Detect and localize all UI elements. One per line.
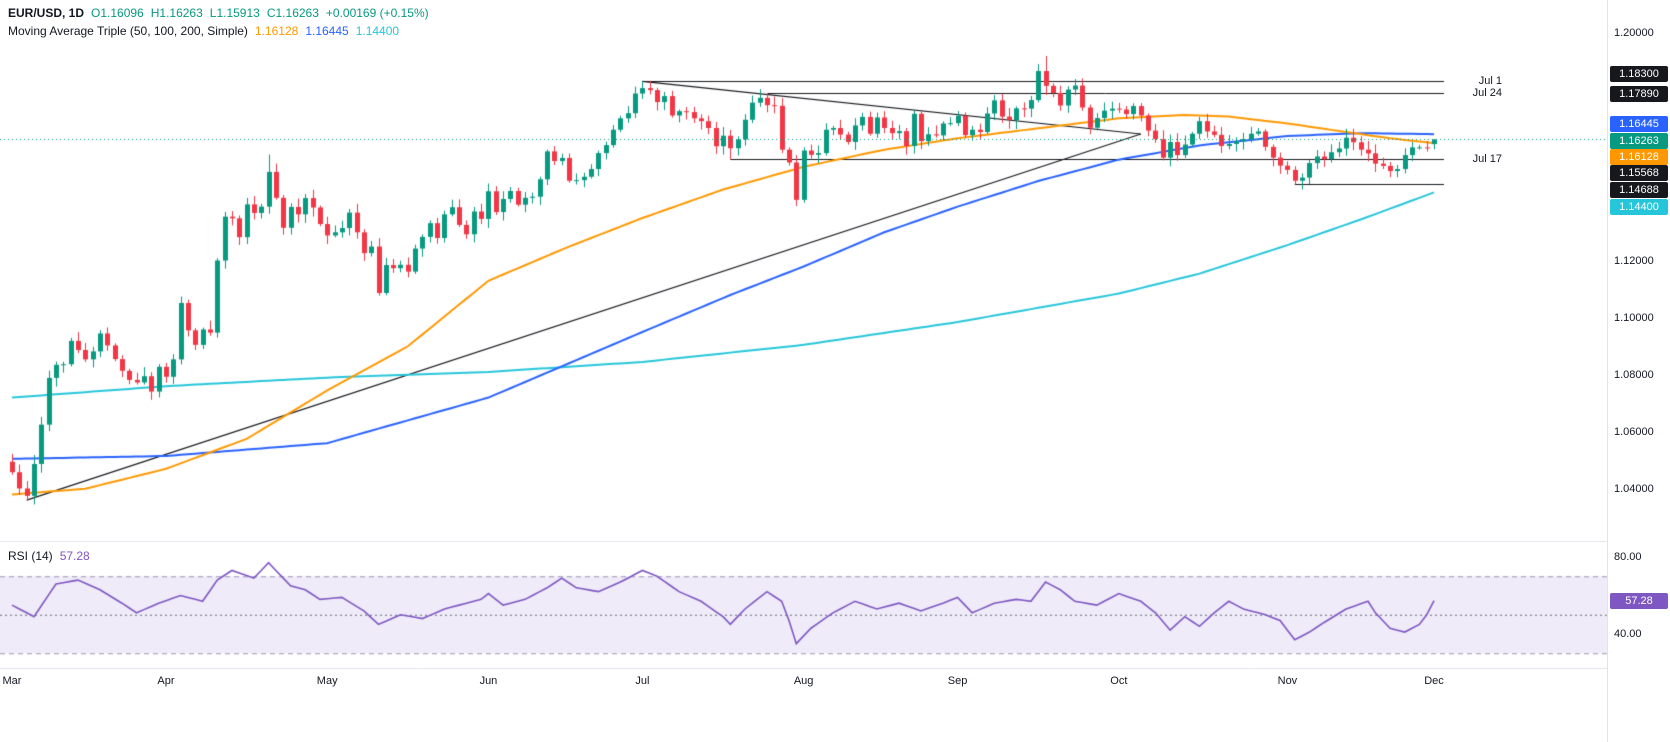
- time-axis-month-label: Dec: [1424, 675, 1444, 687]
- price-scale-label: 1.04000: [1614, 482, 1654, 495]
- ohlc-low: L1.15913: [209, 6, 260, 20]
- price-scale-label: 1.08000: [1614, 368, 1654, 381]
- ma50-value: 1.16128: [254, 24, 299, 38]
- rsi-scale-label: 40.00: [1614, 628, 1642, 640]
- price-badge-level: 1.15568: [1610, 165, 1668, 181]
- symbol-legend[interactable]: EUR/USD, 1D O1.16096 H1.16263 L1.15913 C…: [8, 6, 429, 20]
- price-badge-ma100: 1.16445: [1610, 116, 1668, 132]
- price-scale-label: 1.10000: [1614, 311, 1654, 324]
- price-badge-level: 1.14688: [1610, 182, 1668, 198]
- time-axis-month-label: Nov: [1277, 675, 1298, 687]
- rsi-indicator-legend[interactable]: RSI (14) 57.28: [8, 549, 90, 563]
- rsi-value: 57.28: [59, 549, 90, 563]
- time-axis-month-label: Aug: [793, 675, 814, 687]
- time-axis-month-label: May: [316, 675, 338, 687]
- time-axis-month-label: Apr: [157, 675, 175, 687]
- price-badge-ma200: 1.14400: [1610, 199, 1668, 215]
- ma100-value: 1.16445: [305, 24, 349, 38]
- price-badge-price: 1.16263: [1610, 133, 1668, 149]
- time-axis-month-label: Jun: [479, 675, 498, 687]
- rsi-scale-label: 80.00: [1614, 551, 1642, 563]
- price-badge-ma50: 1.16128: [1610, 149, 1668, 165]
- price-scale-label: 1.12000: [1614, 254, 1654, 267]
- price-change: +0.00169 (+0.15%): [325, 6, 429, 20]
- price-scale-label: 1.06000: [1614, 425, 1654, 438]
- price-scale-axis[interactable]: 1.20000 1.12000 1.10000 1.08000 1.06000 1.040…: [1607, 0, 1670, 742]
- symbol-name: EUR/USD, 1D: [8, 6, 85, 20]
- time-axis-month-label: Mar: [2, 675, 22, 687]
- time-axis-month-label: Jul: [635, 675, 650, 687]
- time-axis-month-label: Sep: [947, 675, 968, 687]
- price-badge-level: 1.17890: [1610, 86, 1668, 102]
- ohlc-open: O1.16096: [91, 6, 144, 20]
- price-scale-label: 1.20000: [1614, 26, 1654, 39]
- price-badge-level: 1.18300: [1610, 66, 1668, 82]
- time-scale-axis[interactable]: Mar Apr May Jun Jul Aug Sep Oct Nov Dec: [0, 668, 1607, 742]
- ma-indicator-legend[interactable]: Moving Average Triple (50, 100, 200, Sim…: [8, 24, 399, 38]
- time-axis-month-label: Oct: [1110, 675, 1128, 687]
- ohlc-high: H1.16263: [150, 6, 203, 20]
- ma-indicator-title: Moving Average Triple (50, 100, 200, Sim…: [8, 24, 248, 38]
- ma200-value: 1.14400: [355, 24, 400, 38]
- rsi-title: RSI (14): [8, 549, 53, 563]
- ohlc-close: C1.16263: [266, 6, 319, 20]
- rsi-value-badge: 57.28: [1610, 592, 1668, 609]
